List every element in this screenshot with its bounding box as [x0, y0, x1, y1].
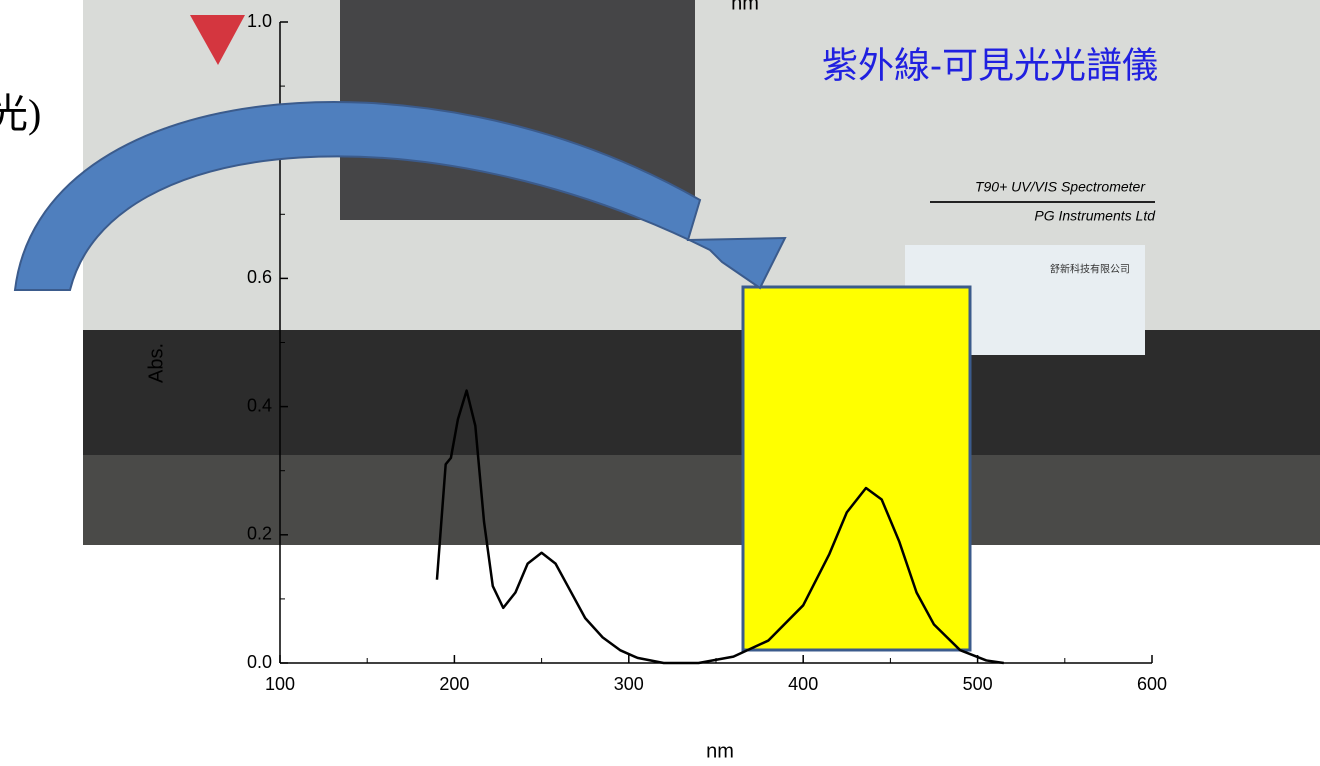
y-tick-label: 0.4	[247, 395, 272, 415]
left-text: 光)	[0, 91, 41, 136]
x-tick-label: 100	[265, 674, 295, 694]
highlight-box	[743, 287, 970, 650]
y-tick-label: 1.0	[247, 11, 272, 31]
y-tick-label: 0.6	[247, 267, 272, 287]
y-axis-label: Abs.	[145, 343, 167, 383]
x-tick-label: 200	[439, 674, 469, 694]
photo-label: 舒新科技有限公司	[1050, 263, 1130, 276]
y-tick-label: 0.0	[247, 652, 272, 672]
x-tick-label: 600	[1137, 674, 1167, 694]
x-tick-label: 400	[788, 674, 818, 694]
top-text: nm	[731, 0, 759, 14]
y-tick-label: 0.2	[247, 524, 272, 544]
x-tick-label: 300	[614, 674, 644, 694]
slide-title: 紫外線-可見光光譜儀	[822, 45, 1158, 86]
x-axis-label: nm	[706, 740, 734, 762]
photo-label: T90+ UV/VIS Spectrometer	[975, 179, 1146, 195]
slide: T90+ UV/VIS Spectrometer PG Instruments …	[0, 0, 1320, 766]
photo-label: PG Instruments Ltd	[1034, 208, 1156, 224]
x-tick-label: 500	[963, 674, 993, 694]
